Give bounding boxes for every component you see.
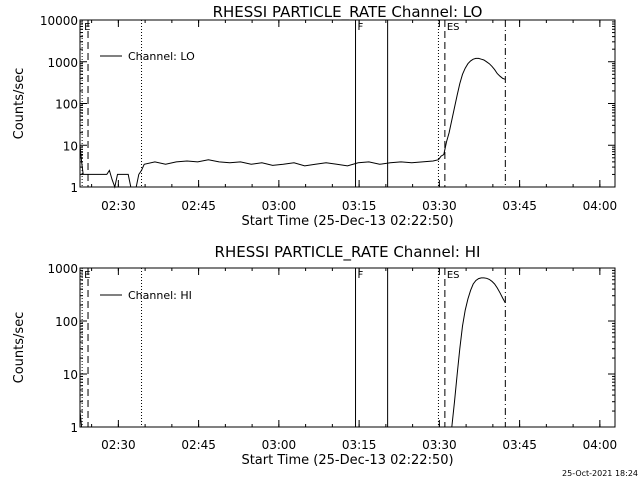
marker-label: E: [84, 22, 90, 33]
x-tick-label: 03:15: [342, 199, 377, 213]
y-tick-label: 1000: [47, 262, 78, 276]
x-tick-label: 04:00: [583, 199, 618, 213]
chart-panel-hi: RHESSI PARTICLE_RATE Channel: HI E F ES 1 10 1…: [12, 243, 617, 468]
footer-timestamp: 25-Oct-2021 18:24: [562, 469, 638, 478]
x-tick-label: 03:00: [262, 438, 297, 452]
y-tick-label: 1000: [47, 56, 78, 70]
y-tick-label: 1: [70, 421, 78, 435]
x-tick-label: 03:15: [342, 438, 377, 452]
x-tick-label: 03:30: [422, 438, 457, 452]
x-tick-label: 04:00: [583, 438, 618, 452]
y-tick-label: 100: [55, 98, 78, 112]
series-line-hi: [79, 277, 506, 428]
x-tick-label: 02:30: [101, 438, 136, 452]
chart-panel-lo: RHESSI PARTICLE_RATE Channel: LO E F ES 1 10 1…: [12, 3, 617, 229]
legend-label: Channel: LO: [128, 50, 195, 63]
marker-label: ES: [447, 270, 460, 281]
plot-frame: [79, 267, 616, 428]
x-tick-label: 03:00: [262, 199, 297, 213]
y-axis-label: Counts/sec: [12, 312, 27, 384]
y-tick-label: 10: [63, 368, 78, 382]
chart-title: RHESSI PARTICLE_RATE Channel: HI: [215, 243, 481, 262]
x-tick-label: 02:45: [181, 199, 216, 213]
marker-label: F: [358, 22, 364, 33]
x-tick-label: 03:45: [502, 438, 537, 452]
y-tick-label: 100: [55, 315, 78, 329]
x-axis-label: Start Time (25-Dec-13 02:22:50): [241, 453, 453, 468]
y-tick-label: 10000: [40, 14, 78, 28]
x-tick-label: 03:45: [502, 199, 537, 213]
plot-frame: [79, 19, 616, 188]
y-axis-label: Counts/sec: [12, 68, 27, 140]
x-tick-label: 02:45: [181, 438, 216, 452]
x-axis-label: Start Time (25-Dec-13 02:22:50): [241, 214, 453, 229]
marker-label: ES: [447, 22, 460, 33]
x-tick-label: 03:30: [422, 199, 457, 213]
chart-title: RHESSI PARTICLE_RATE Channel: LO: [213, 3, 483, 22]
y-tick-label: 10: [63, 139, 78, 153]
y-tick-label: 1: [70, 181, 78, 195]
marker-label: F: [358, 270, 364, 281]
series-line-lo: [79, 57, 506, 189]
legend-label: Channel: HI: [128, 289, 192, 302]
marker-label: E: [84, 270, 90, 281]
x-tick-label: 02:30: [101, 199, 136, 213]
